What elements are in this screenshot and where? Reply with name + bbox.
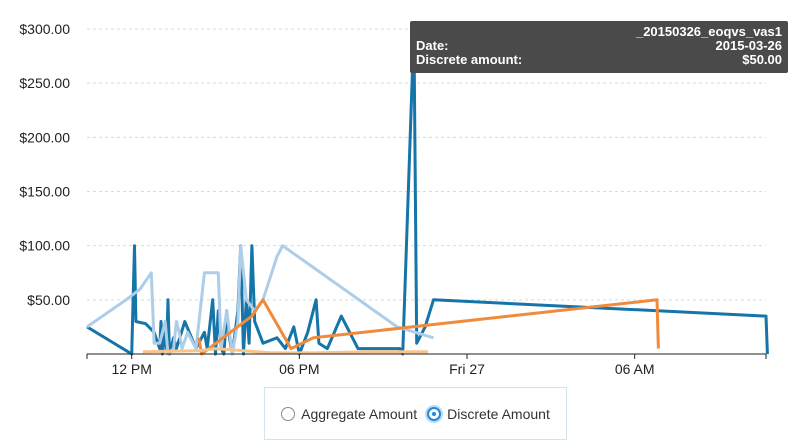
x-axis: 12 PM 06 PM Fri 27 06 AM xyxy=(86,353,767,377)
tooltip-amount-label: Discrete amount: xyxy=(416,52,523,67)
discrete-radio-circle-icon[interactable] xyxy=(427,406,442,421)
x-tick-label: 06 PM xyxy=(279,361,319,377)
x-tick-label: Fri 27 xyxy=(449,361,485,377)
y-tick-label: $100.00 xyxy=(19,238,70,254)
aggregate-radio-circle-icon[interactable] xyxy=(281,406,296,421)
series-line-4 xyxy=(142,347,428,355)
y-tick-label: $200.00 xyxy=(19,129,70,145)
amount-mode-toggle: Aggregate Amount Discrete Amount xyxy=(264,387,567,440)
aggregate-amount-label[interactable]: Aggregate Amount xyxy=(301,405,418,422)
series-line-3 xyxy=(197,298,660,356)
y-tick-label: $250.00 xyxy=(19,75,70,91)
x-tick-label: 12 PM xyxy=(111,361,151,377)
aggregate-amount-radio[interactable]: Aggregate Amount xyxy=(281,406,417,422)
discrete-amount-radio[interactable]: Discrete Amount xyxy=(427,406,550,422)
discrete-amount-label[interactable]: Discrete Amount xyxy=(447,405,550,422)
y-axis-ticks: $50.00 $100.00 $150.00 $200.00 $250.00 $300.0… xyxy=(19,21,70,308)
y-tick-label: $50.00 xyxy=(27,292,70,308)
x-tick-label: 06 AM xyxy=(615,361,655,377)
y-tick-label: $150.00 xyxy=(19,184,70,200)
tooltip-date-value: 2015-03-26 xyxy=(715,38,783,53)
tooltip: _20150326_eoqvs_vas1 Date: 2015-03-26 Di… xyxy=(410,21,788,73)
tooltip-amount-value: $50.00 xyxy=(742,52,782,67)
y-tick-label: $300.00 xyxy=(19,21,70,37)
tooltip-date-label: Date: xyxy=(416,38,449,53)
tooltip-title: _20150326_eoqvs_vas1 xyxy=(635,24,782,39)
